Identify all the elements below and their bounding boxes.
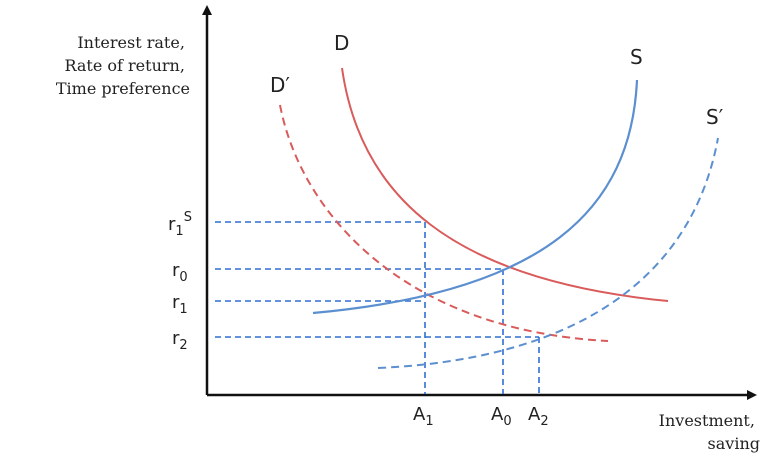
x-tick-a1-sub: 1 <box>425 414 433 429</box>
demand-curve-d <box>341 67 669 302</box>
x-tick-a2-sub: 2 <box>540 414 548 429</box>
x-tick-a2-base: A <box>528 404 541 425</box>
y-axis-title-line-2: Rate of return, <box>64 56 184 75</box>
demand-curve-d-prime <box>279 104 609 342</box>
supply-curve-s <box>312 79 639 315</box>
curve-label-d: D <box>334 31 349 55</box>
y-tick-r2-sub: 2 <box>179 338 187 353</box>
y-tick-r2-base: r <box>172 328 180 349</box>
curve-label-d-prime: D′ <box>270 73 290 97</box>
curve-label-s: S <box>630 45 643 69</box>
x-tick-a0: A0 <box>491 404 512 429</box>
x-axis-title: Investment, saving <box>659 411 760 453</box>
y-axis-title-line-1: Interest rate, <box>77 33 185 52</box>
y-tick-r2: r2 <box>172 328 188 353</box>
x-tick-a1-base: A <box>413 404 426 425</box>
y-tick-r0: r0 <box>172 260 188 285</box>
y-tick-r0-sub: 0 <box>179 270 187 285</box>
y-tick-r0-base: r <box>172 260 180 281</box>
y-tick-r1-base: r <box>172 292 180 313</box>
x-tick-a0-base: A <box>491 404 504 425</box>
x-axis-title-line-2: saving <box>708 434 760 453</box>
x-axis-title-line-1: Investment, <box>659 411 755 430</box>
curve-label-s-prime: S′ <box>706 105 724 129</box>
x-tick-a1: A1 <box>413 404 434 429</box>
y-tick-r1: r1 <box>172 292 188 317</box>
x-tick-a2: A2 <box>528 404 549 429</box>
y-tick-r1s-base: r <box>168 214 176 235</box>
y-tick-r1s-sup: S <box>184 210 192 225</box>
y-axis-title: Interest rate, Rate of return, Time pref… <box>56 33 190 98</box>
supply-curve-s-prime <box>377 137 719 369</box>
x-tick-a0-sub: 0 <box>503 414 511 429</box>
y-tick-r1s-sub: 1 <box>175 224 183 239</box>
y-tick-r1s: r1S <box>168 210 192 239</box>
y-tick-r1-sub: 1 <box>179 302 187 317</box>
y-axis-title-line-3: Time preference <box>56 79 190 98</box>
